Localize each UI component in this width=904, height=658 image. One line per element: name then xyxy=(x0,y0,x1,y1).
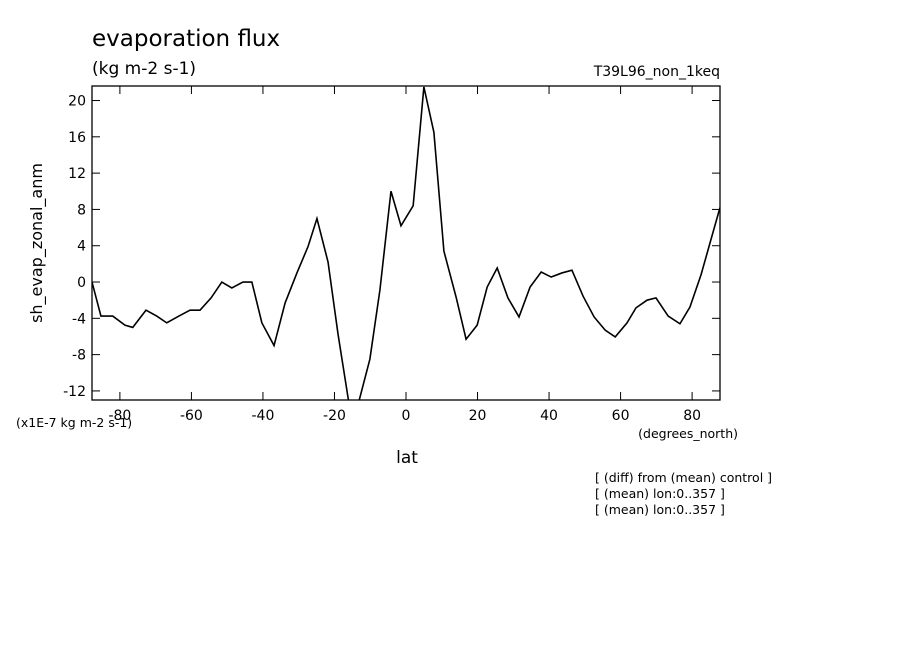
x-axis-label: lat xyxy=(396,448,418,468)
x-tick-label: -60 xyxy=(180,408,203,424)
x-tick-label: 80 xyxy=(683,408,701,424)
chart-title: evaporation flux xyxy=(92,26,280,52)
data-line xyxy=(92,86,720,400)
note: [ (diff) from (mean) control ] xyxy=(595,470,772,485)
x-tick-label: -20 xyxy=(323,408,346,424)
y-tick-label: 20 xyxy=(68,94,86,110)
y-units: (x1E-7 kg m-2 s-1) xyxy=(16,415,132,430)
y-tick-label: 12 xyxy=(68,166,86,182)
x-tick-label: -80 xyxy=(108,408,131,424)
x-tick-label: 60 xyxy=(612,408,630,424)
note: [ (mean) lon:0..357 ] xyxy=(595,486,725,501)
y-tick-label: -12 xyxy=(63,384,86,400)
y-axis-label: sh_evap_zonal_anm xyxy=(27,163,47,323)
x-tick-label: 20 xyxy=(469,408,487,424)
x-tick-label: 0 xyxy=(402,408,411,424)
plot-frame xyxy=(91,85,721,401)
y-tick-label: -4 xyxy=(72,311,86,327)
x-tick-label: -40 xyxy=(252,408,275,424)
note: [ (mean) lon:0..357 ] xyxy=(595,502,725,517)
y-tick-label: 4 xyxy=(77,239,86,255)
y-tick-label: -8 xyxy=(72,348,86,364)
y-tick-label: 0 xyxy=(77,275,86,291)
chart-subtitle: (kg m-2 s-1) xyxy=(92,59,196,79)
y-tick-label: 8 xyxy=(77,202,86,218)
dataset-label: T39L96_non_1keq xyxy=(593,64,720,80)
x-tick-label: 40 xyxy=(540,408,558,424)
x-units: (degrees_north) xyxy=(638,426,738,441)
y-tick-label: 16 xyxy=(68,130,86,146)
